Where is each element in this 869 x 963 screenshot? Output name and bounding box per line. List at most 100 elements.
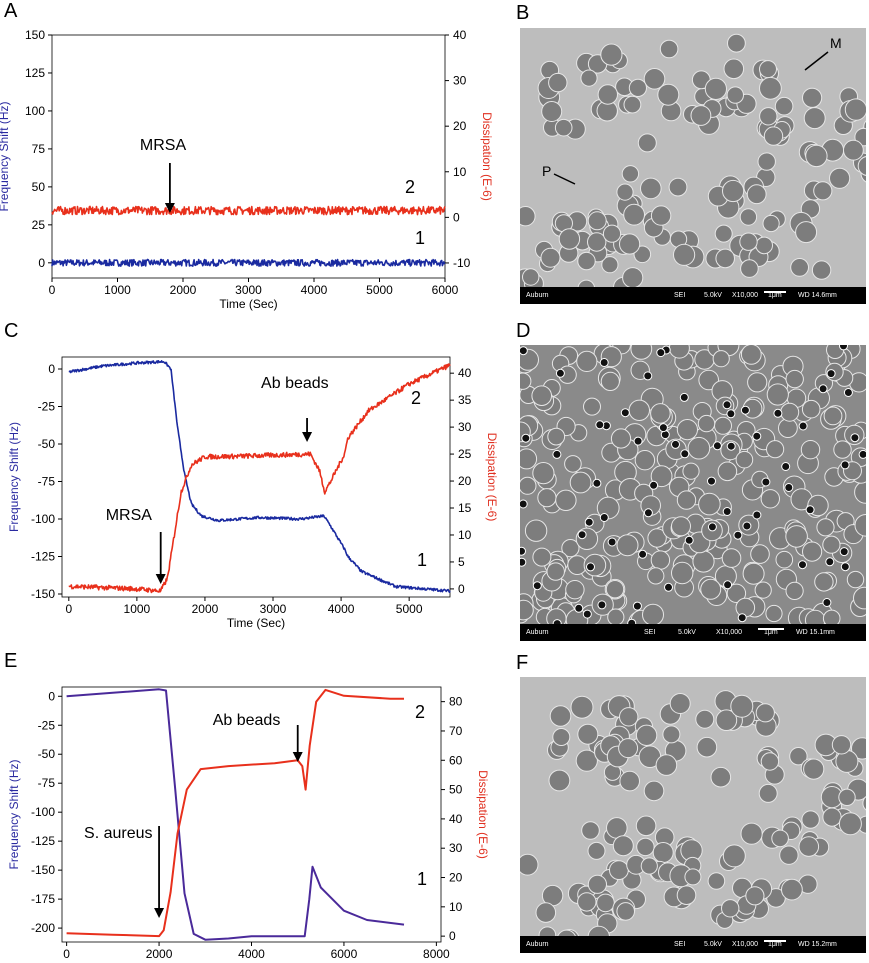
bacterium: [600, 43, 623, 66]
bead: [798, 560, 807, 570]
x-tick-label: 3000: [260, 602, 287, 616]
bacterium: [785, 525, 808, 548]
bead: [584, 517, 594, 527]
bacterium: [659, 39, 679, 59]
panel-label-b: B: [516, 2, 530, 24]
bacterium: [630, 345, 653, 360]
bacterium: [576, 350, 598, 372]
bacterium: [700, 578, 722, 600]
y-tick-label: 75: [32, 142, 46, 156]
bacterium: [684, 868, 702, 886]
bacterium: [857, 156, 866, 176]
bacterium: [723, 58, 745, 80]
bacterium: [647, 567, 665, 585]
bacterium: [637, 133, 657, 153]
bead: [822, 598, 832, 607]
bacterium: [757, 152, 776, 171]
sem-texture: [520, 677, 866, 953]
bacterium: [650, 205, 672, 226]
bacterium: [622, 267, 644, 289]
bacterium: [790, 258, 810, 277]
bead: [649, 480, 659, 490]
bacterium: [616, 534, 639, 557]
bead: [722, 400, 732, 410]
y-tick-label: -150: [31, 587, 55, 601]
bacterium: [759, 60, 777, 79]
bead: [781, 462, 791, 471]
sem-info-bar-d: Auburn SEI 5.0kV X10,000 1μm WD 15.1mm: [520, 624, 866, 641]
bead: [752, 431, 762, 441]
bacterium: [564, 455, 582, 473]
y2-tick-label: 80: [449, 695, 463, 709]
y2-tick-label: 20: [453, 119, 467, 133]
bacterium: [781, 878, 803, 901]
bead: [582, 609, 592, 619]
bacterium: [643, 68, 666, 90]
bacterium: [811, 260, 832, 280]
y2-tick-label: 0: [453, 210, 460, 224]
bacterium: [597, 84, 619, 105]
x-tick-label: 3000: [235, 283, 262, 297]
bacterium: [780, 402, 800, 422]
bacterium: [522, 268, 540, 286]
bacterium: [822, 807, 842, 827]
bead: [620, 408, 630, 418]
y-tick-label: -150: [31, 863, 55, 877]
bacterium: [647, 528, 667, 548]
bead: [520, 546, 526, 556]
bacterium: [779, 845, 799, 865]
bacterium: [755, 236, 773, 255]
y-tick-label: -125: [31, 550, 55, 564]
y2-tick-label: 50: [449, 783, 463, 797]
bacterium: [712, 350, 730, 368]
x-tick-label: 4000: [328, 602, 355, 616]
panel-label-a: A: [4, 0, 18, 22]
y-tick-label: -200: [31, 921, 55, 935]
y2-tick-label: 10: [458, 528, 472, 542]
series-line-1: [68, 360, 451, 593]
bacterium: [802, 87, 823, 108]
bacterium: [843, 139, 864, 161]
y2-tick-label: 40: [449, 812, 463, 826]
bacterium: [635, 815, 657, 837]
bacterium: [740, 259, 759, 278]
bacterium: [650, 465, 673, 488]
bead: [712, 441, 722, 451]
bead: [740, 405, 750, 415]
sem-label-m: M: [830, 35, 842, 51]
arrow-head: [155, 574, 166, 584]
x-tick-label: 6000: [432, 283, 459, 297]
bacterium: [640, 857, 658, 875]
bacterium: [541, 101, 563, 122]
bacterium: [690, 105, 712, 126]
bacterium: [535, 902, 557, 923]
y-tick-label: 150: [25, 28, 45, 42]
bacterium: [565, 580, 585, 600]
bacterium: [698, 492, 721, 516]
y2-axis-label: Dissipation (E-6): [480, 112, 494, 201]
bacterium: [605, 580, 625, 599]
bacterium: [803, 107, 826, 130]
bacterium: [577, 251, 596, 271]
bead: [521, 433, 531, 443]
x-axis-label: Time (Sec): [227, 616, 285, 630]
bacterium: [524, 519, 548, 542]
bacterium: [707, 872, 726, 890]
bead: [597, 600, 607, 610]
y-tick-label: -75: [38, 776, 56, 790]
bead: [798, 421, 808, 431]
bacterium: [612, 835, 634, 857]
bead: [726, 441, 736, 451]
bead: [643, 508, 653, 518]
bacterium: [628, 399, 651, 422]
arrow-head: [292, 752, 303, 762]
bacterium: [735, 597, 756, 618]
bacterium: [537, 488, 557, 508]
bacterium: [816, 518, 835, 537]
bacterium: [754, 581, 772, 599]
bacterium: [759, 107, 778, 126]
bacterium: [697, 414, 716, 433]
bacterium: [682, 462, 700, 480]
bacterium: [727, 33, 746, 53]
sem-info-bar-f: Auburn SEI 5.0kV X10,000 1μm WD 15.2mm: [520, 936, 866, 953]
